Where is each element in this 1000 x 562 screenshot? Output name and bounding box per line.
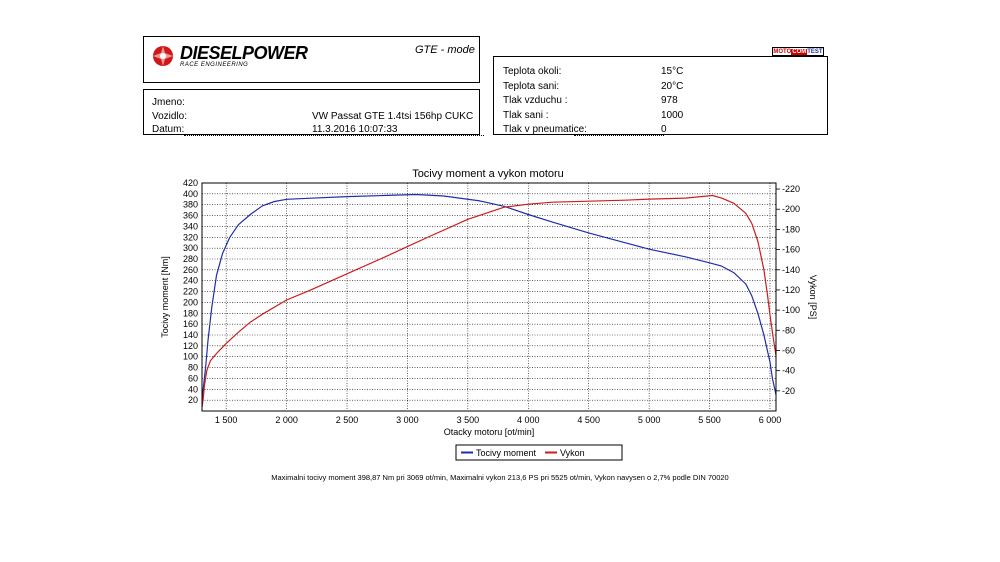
y-tick-label: 140 [183,330,198,340]
vehicle-info-box: Jmeno: Vozidlo: VW Passat GTE 1.4tsi 156… [143,89,484,136]
date-underline [184,135,484,136]
y-tick-label: 280 [183,254,198,264]
power-line [201,194,777,408]
y2-axis-label: Vykon [PS] [808,275,818,319]
vehicle-label: Vozidlo: [152,111,188,122]
plot-frame [201,182,777,412]
y-tick-label: 120 [183,341,198,351]
intake-pressure-value: 1000 [661,110,684,121]
y2-tick-label: -140 [782,265,800,275]
y2-tick-label: -80 [782,325,795,335]
conditions-box: Teplota okoli: 15°C Teplota sani: 20°C T… [493,56,828,136]
logo-wordmark: DIESELPOWER [180,43,308,63]
y-tick-label: 80 [188,363,198,373]
torque-line [201,193,777,401]
turbo-logo-icon [153,46,173,66]
y-tick-label: 380 [183,200,198,210]
chart-ticks: 2040608010012014016018020022024026028030… [183,178,800,425]
x-tick-label: 2 500 [336,415,359,425]
legend-label-torque: Tocivy moment [476,448,537,458]
logo-tagline: RACE ENGINEERING [180,62,249,68]
x-tick-label: 5 500 [698,415,721,425]
summary-footnote: Maximalni tocivy moment 398,87 Nm pri 30… [271,473,729,482]
x-axis-label: Otacky motoru [ot/min] [444,427,535,437]
intake-temp-label: Teplota sani: [503,81,560,92]
y2-tick-label: -60 [782,345,795,355]
x-tick-label: 2 000 [275,415,298,425]
x-tick-label: 5 000 [638,415,661,425]
y-tick-label: 60 [188,373,198,383]
air-pressure-label: Tlak vzduchu : [503,95,568,106]
y-tick-label: 220 [183,287,198,297]
y-tick-label: 260 [183,265,198,275]
y-axis-label: Tocivy moment [Nm] [160,256,170,338]
chart-grid [202,182,776,411]
ambient-temp-label: Teplota okoli: [503,66,562,77]
x-tick-label: 4 000 [517,415,540,425]
x-tick-label: 3 000 [396,415,419,425]
y-tick-label: 40 [188,384,198,394]
tire-pressure-label: Tlak v pneumatice: [503,124,587,135]
ambient-temp-value: 15°C [661,66,684,77]
x-tick-label: 1 500 [215,415,238,425]
y-tick-label: 420 [183,178,198,188]
y2-tick-label: -160 [782,245,800,255]
y-tick-label: 20 [188,395,198,405]
motocom-test-badge: MOTOCOMTEST [772,47,824,56]
y2-tick-label: -100 [782,305,800,315]
y-tick-label: 100 [183,352,198,362]
date-label: Datum: [152,124,185,135]
y-tick-label: 200 [183,297,198,307]
y-tick-label: 160 [183,319,198,329]
vehicle-value: VW Passat GTE 1.4tsi 156hp CUKC [312,111,474,122]
y2-tick-label: -20 [782,386,795,396]
intake-pressure-label: Tlak sani : [503,110,549,121]
chart-series [201,193,777,408]
x-tick-label: 6 000 [759,415,782,425]
legend-label-power: Vykon [560,448,585,458]
y-tick-label: 400 [183,189,198,199]
y-tick-label: 320 [183,232,198,242]
x-tick-label: 3 500 [457,415,480,425]
tire-pressure-underline [574,135,664,136]
y2-tick-label: -40 [782,366,795,376]
y2-tick-label: -220 [782,184,800,194]
air-pressure-value: 978 [661,95,678,106]
y-tick-label: 240 [183,276,198,286]
date-value: 11.3.2016 10:07:33 [312,124,398,135]
logo-box: DIESELPOWER RACE ENGINEERING GTE - mode [143,36,480,83]
y-tick-label: 360 [183,211,198,221]
y2-tick-label: -200 [782,204,800,214]
x-tick-label: 4 500 [577,415,600,425]
chart-legend: Tocivy moment Vykon [455,444,623,461]
legend-box [455,444,623,461]
y-tick-label: 340 [183,221,198,231]
tire-pressure-value: 0 [661,124,667,135]
intake-temp-value: 20°C [661,81,684,92]
mode-label: GTE - mode [415,44,475,56]
chart-title: Tocivy moment a vykon motoru [412,168,564,180]
y2-tick-label: -120 [782,285,800,295]
name-label: Jmeno: [152,97,185,108]
y2-tick-label: -180 [782,224,800,234]
dyno-chart: Tocivy moment a vykon motoru 20406080100… [160,168,818,461]
y-tick-label: 180 [183,308,198,318]
y-tick-label: 300 [183,243,198,253]
